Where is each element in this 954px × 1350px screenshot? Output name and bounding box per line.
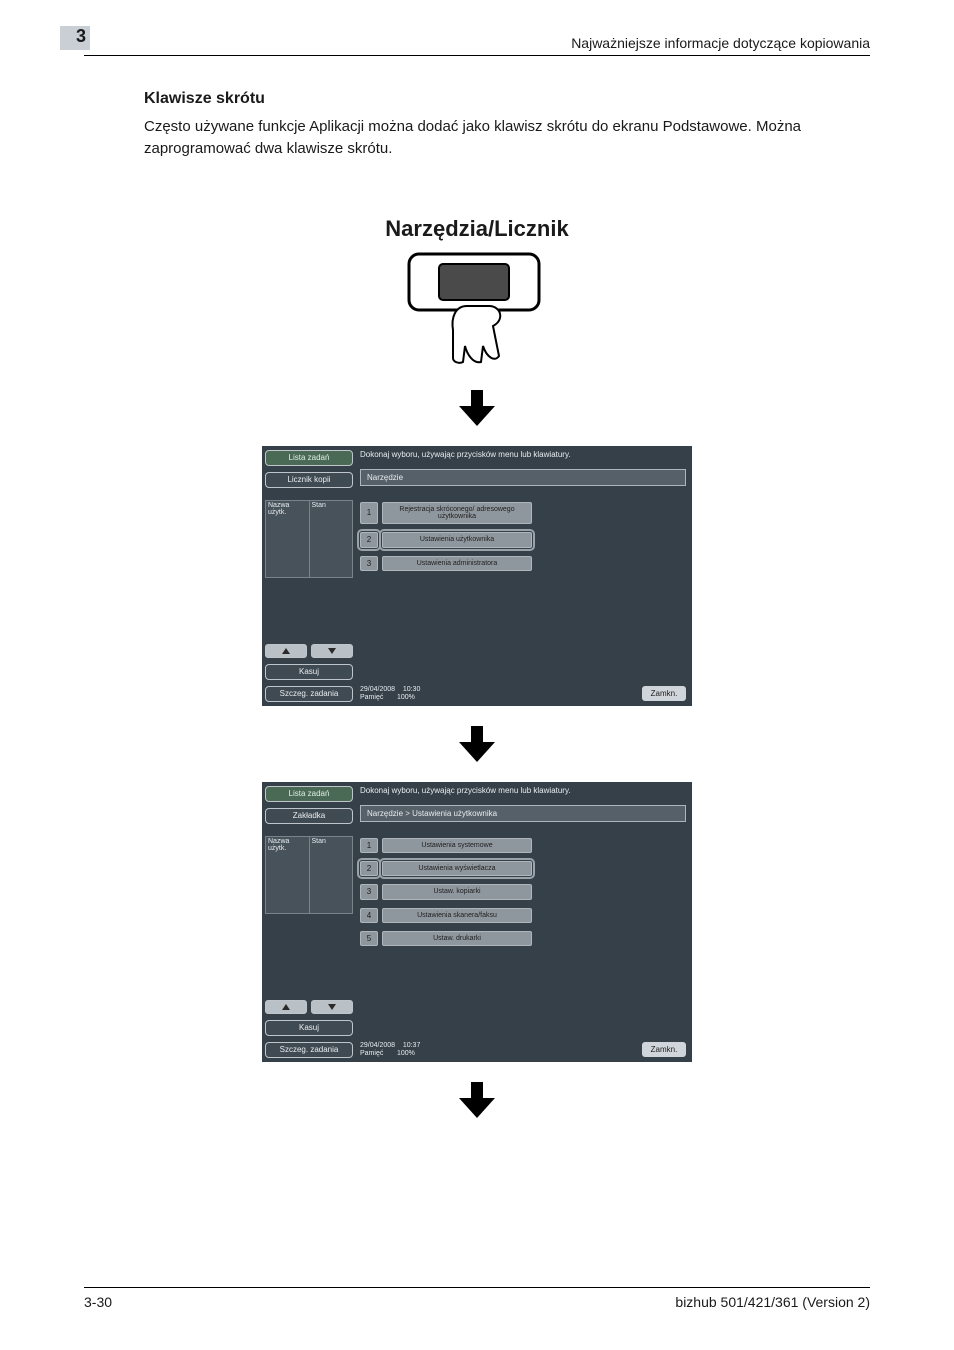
sidebar-col-stan: Stan	[310, 501, 353, 577]
sidebar-licznik-kopii[interactable]: Licznik kopii	[265, 472, 353, 488]
screen2-sidebar: Lista zadań Zakładka Nazwa użytk. Stan K…	[262, 782, 356, 1062]
menu-label: Ustawienia administratora	[382, 556, 532, 571]
menu-label: Ustaw. drukarki	[382, 931, 532, 946]
close-button[interactable]: Zamkn.	[642, 1042, 686, 1057]
status-date: 29/04/2008	[360, 686, 395, 693]
sidebar-nav-arrows	[265, 1000, 353, 1014]
menu-label: Ustaw. kopiarki	[382, 884, 532, 899]
menu-item-admin-settings[interactable]: 3 Ustawienia administratora	[360, 556, 686, 571]
screen1-crumb: Narzędzie	[360, 469, 686, 486]
sidebar-zakladka[interactable]: Zakładka	[265, 808, 353, 824]
screen2-main: Dokonaj wyboru, używając przycisków menu…	[356, 782, 692, 1062]
sidebar-kasuj[interactable]: Kasuj	[265, 664, 353, 680]
footer-page-number: 3-30	[84, 1294, 112, 1310]
menu-item-registration[interactable]: 1 Rejestracja skróconego/ adresowego uży…	[360, 502, 686, 525]
status-time: 10:30	[403, 686, 421, 693]
close-button[interactable]: Zamkn.	[642, 686, 686, 701]
status-mem-val: 100%	[397, 1050, 415, 1057]
menu-num: 1	[360, 838, 378, 853]
sidebar-nav-arrows	[265, 644, 353, 658]
status-mem-label: Pamięć	[360, 1050, 383, 1057]
screen2-menu: 1 Ustawienia systemowe 2 Ustawienia wyśw…	[360, 838, 686, 955]
screen-tools-menu: Lista zadań Licznik kopii Nazwa użytk. S…	[262, 446, 692, 706]
arrow-down-icon	[455, 1080, 499, 1120]
nav-up-button[interactable]	[265, 644, 307, 658]
section-title: Klawisze skrótu	[144, 90, 870, 108]
sidebar-col-nazwa: Nazwa użytk.	[266, 837, 310, 913]
footer-product: bizhub 501/421/361 (Version 2)	[675, 1294, 870, 1310]
status-mem-val: 100%	[397, 694, 415, 701]
menu-num: 3	[360, 556, 378, 571]
screen2-status-text: 29/04/2008 10:37 Pamięć 100%	[360, 1042, 420, 1057]
menu-label: Ustawienia skanera/faksu	[382, 908, 532, 923]
page-header: Najważniejsze informacje dotyczące kopio…	[84, 32, 870, 56]
menu-num: 5	[360, 931, 378, 946]
sidebar-col-stan: Stan	[310, 837, 353, 913]
screen2-statusbar: 29/04/2008 10:37 Pamięć 100% Zamkn.	[360, 1036, 686, 1057]
screen1-main: Dokonaj wyboru, używając przycisków menu…	[356, 446, 692, 706]
chapter-number: 3	[76, 26, 86, 47]
page-body: Najważniejsze informacje dotyczące kopio…	[84, 0, 870, 1158]
sidebar-lista-zadan[interactable]: Lista zadań	[265, 786, 353, 802]
screen1-sidebar: Lista zadań Licznik kopii Nazwa użytk. S…	[262, 446, 356, 706]
menu-item-copier-settings[interactable]: 3 Ustaw. kopiarki	[360, 884, 686, 899]
menu-item-scanner-fax-settings[interactable]: 4 Ustawienia skanera/faksu	[360, 908, 686, 923]
menu-label: Ustawienia wyświetlacza	[382, 861, 532, 876]
screen1-status-text: 29/04/2008 10:30 Pamięć 100%	[360, 686, 420, 701]
menu-num: 3	[360, 884, 378, 899]
screen2-instruction: Dokonaj wyboru, używając przycisków menu…	[360, 786, 686, 795]
status-mem-label: Pamięć	[360, 694, 383, 701]
sidebar-job-table: Nazwa użytk. Stan	[265, 836, 353, 914]
sidebar-col-nazwa: Nazwa użytk.	[266, 501, 310, 577]
header-text: Najważniejsze informacje dotyczące kopio…	[571, 35, 870, 51]
sidebar-job-table: Nazwa użytk. Stan	[265, 500, 353, 578]
menu-item-display-settings[interactable]: 2 Ustawienia wyświetlacza	[360, 861, 686, 876]
arrow-down-icon	[455, 388, 499, 428]
arrow-down-icon	[455, 724, 499, 764]
screen1-instruction: Dokonaj wyboru, używając przycisków menu…	[360, 450, 686, 459]
nav-down-button[interactable]	[311, 644, 353, 658]
nav-down-button[interactable]	[311, 1000, 353, 1014]
page-footer: 3-30 bizhub 501/421/361 (Version 2)	[84, 1287, 870, 1310]
menu-label: Ustawienia systemowe	[382, 838, 532, 853]
nav-up-button[interactable]	[265, 1000, 307, 1014]
status-time: 10:37	[403, 1042, 421, 1049]
sidebar-lista-zadan[interactable]: Lista zadań	[265, 450, 353, 466]
menu-num: 2	[360, 861, 378, 876]
menu-num: 4	[360, 908, 378, 923]
body-text: Często używane funkcje Aplikacji można d…	[144, 116, 870, 160]
menu-item-printer-settings[interactable]: 5 Ustaw. drukarki	[360, 931, 686, 946]
sidebar-szczeg[interactable]: Szczeg. zadania	[265, 686, 353, 702]
screen2-crumb: Narzędzie > Ustawienia użytkownika	[360, 805, 686, 822]
menu-label: Ustawienia użytkownika	[382, 532, 532, 547]
menu-num: 1	[360, 502, 378, 525]
menu-item-user-settings[interactable]: 2 Ustawienia użytkownika	[360, 532, 686, 547]
menu-item-system-settings[interactable]: 1 Ustawienia systemowe	[360, 838, 686, 853]
menu-num: 2	[360, 532, 378, 547]
screen1-menu: 1 Rejestracja skróconego/ adresowego uży…	[360, 502, 686, 579]
sidebar-kasuj[interactable]: Kasuj	[265, 1020, 353, 1036]
menu-label: Rejestracja skróconego/ adresowego użytk…	[382, 502, 532, 525]
screen1-statusbar: 29/04/2008 10:30 Pamięć 100% Zamkn.	[360, 680, 686, 701]
sidebar-szczeg[interactable]: Szczeg. zadania	[265, 1042, 353, 1058]
screen-user-settings: Lista zadań Zakładka Nazwa użytk. Stan K…	[262, 782, 692, 1062]
status-date: 29/04/2008	[360, 1042, 395, 1049]
chapter-tab: 3	[60, 26, 90, 50]
physical-button-illustration	[397, 250, 557, 370]
button-title: Narzędzia/Licznik	[84, 216, 870, 242]
